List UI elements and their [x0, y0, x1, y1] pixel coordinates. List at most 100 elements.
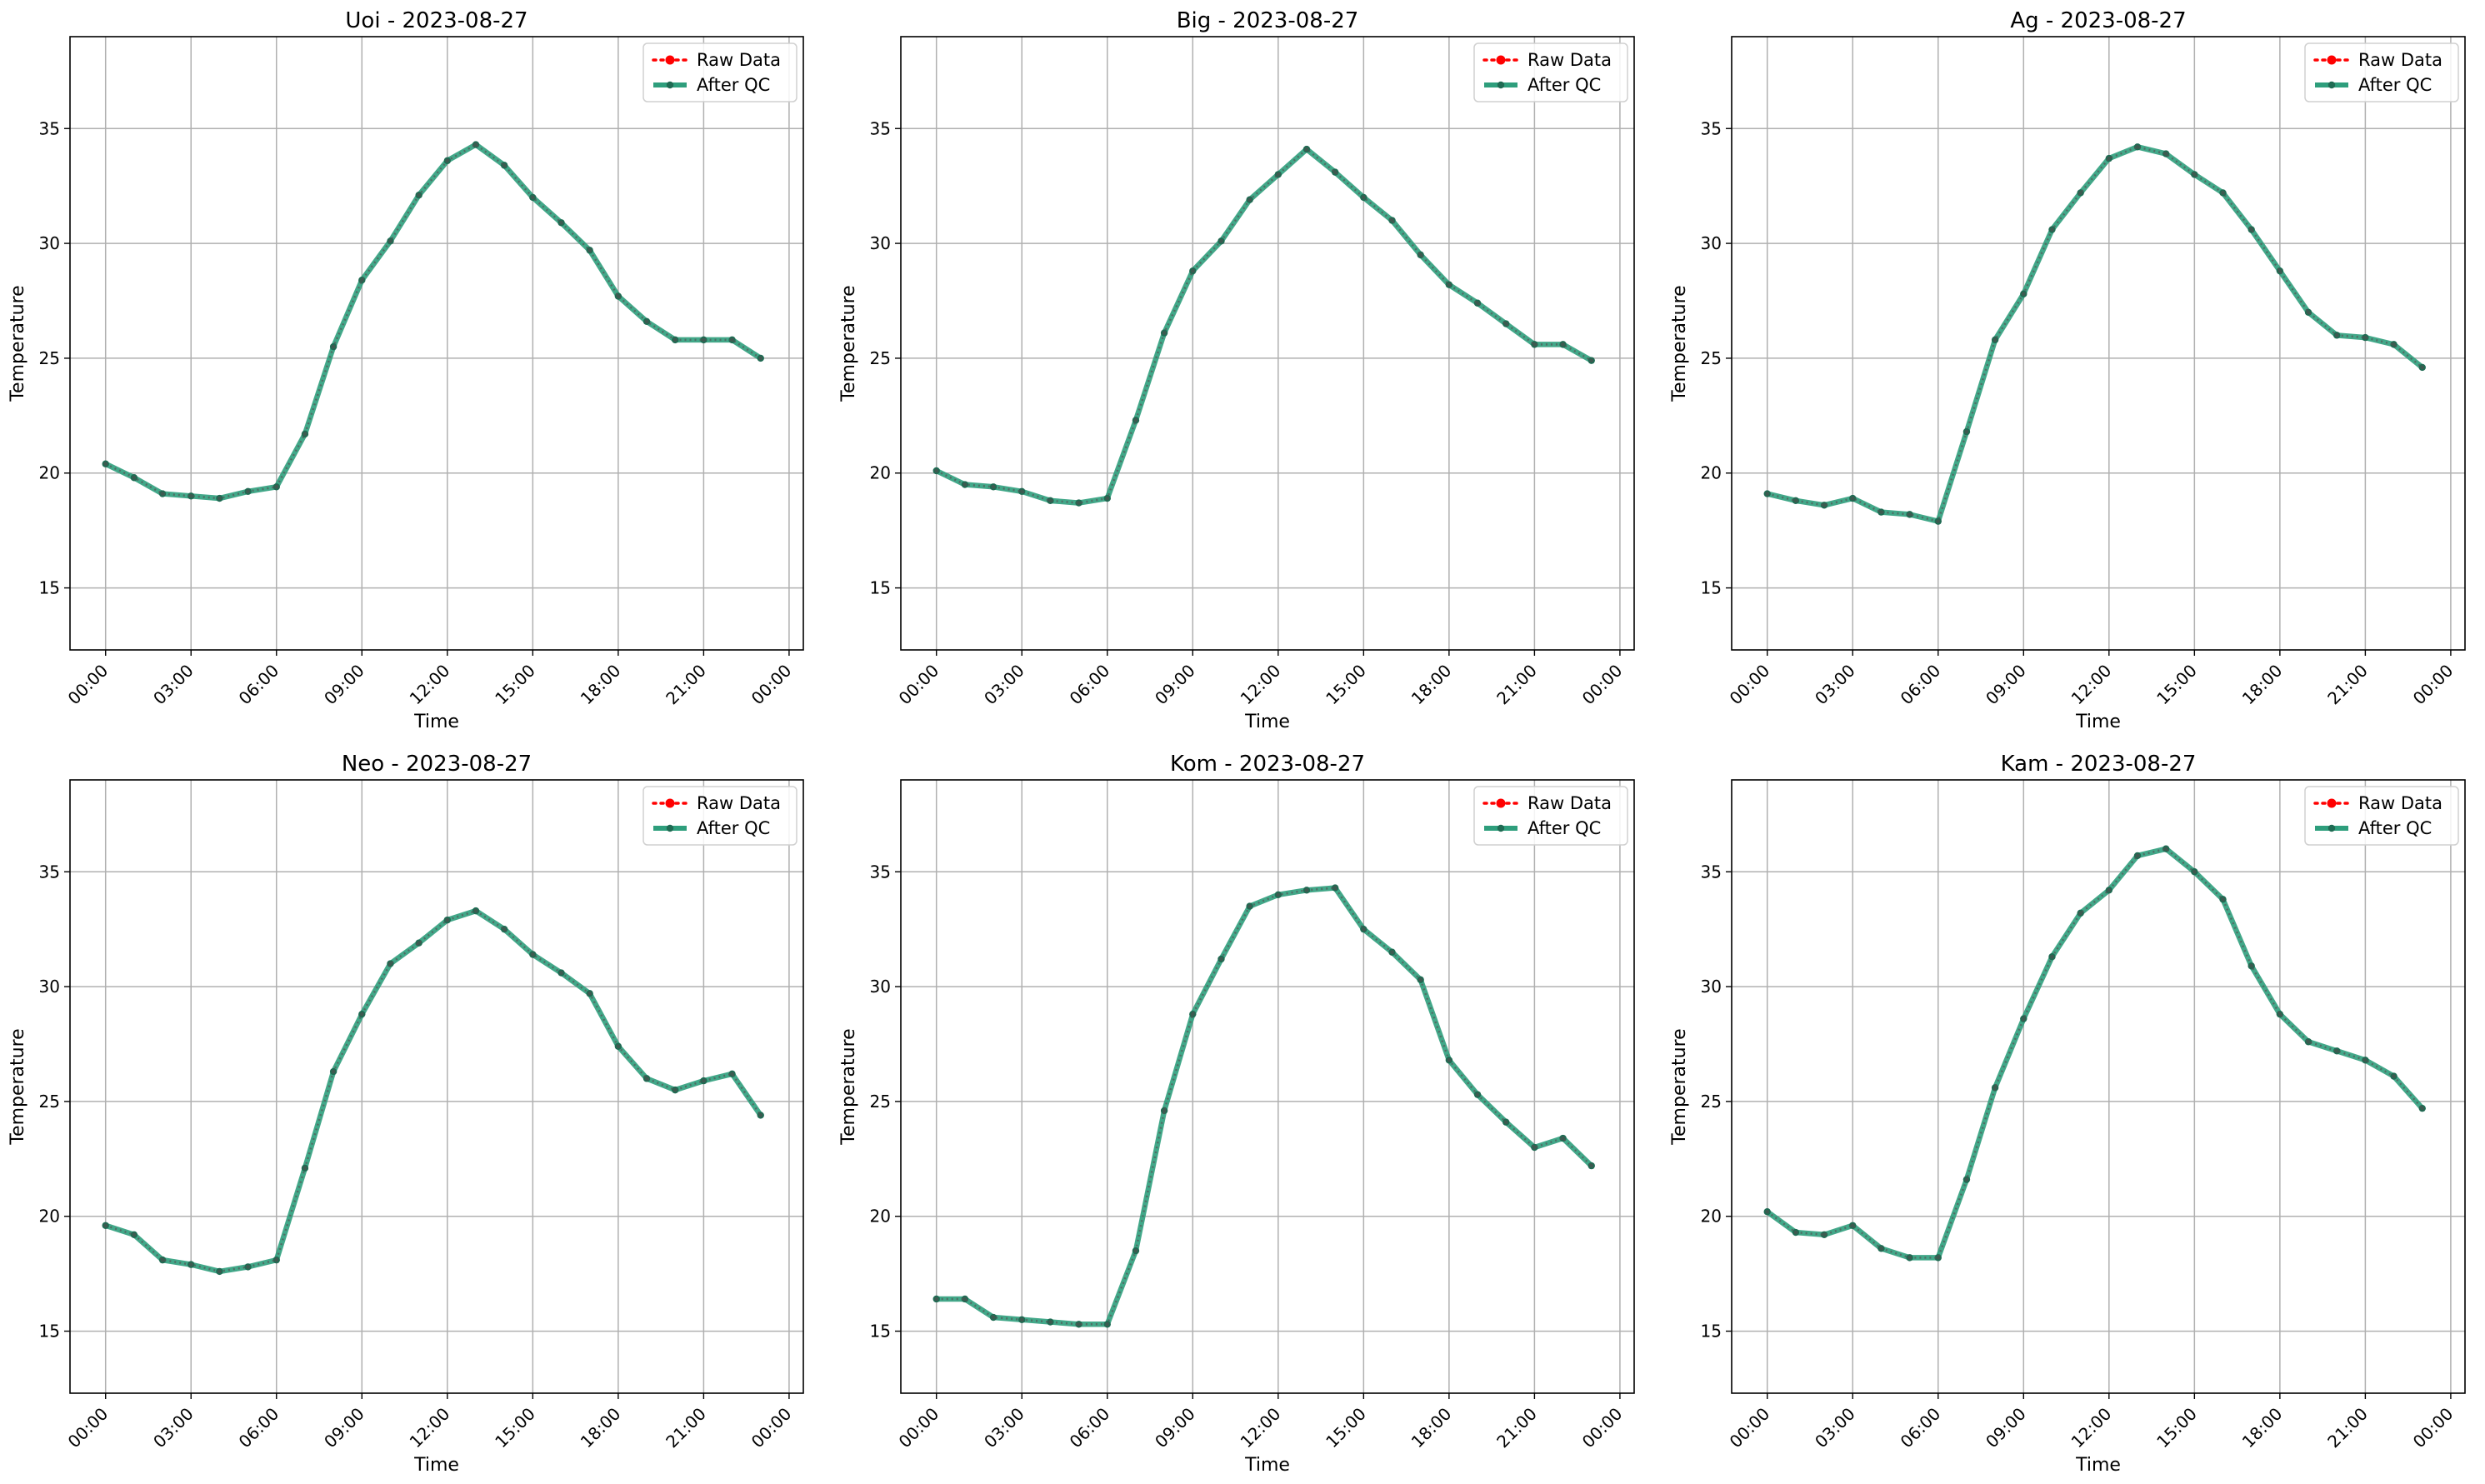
- y-axis-label: Temperature: [838, 1028, 859, 1145]
- point-raw-data: [1992, 1085, 1998, 1090]
- point-raw-data: [1190, 1012, 1195, 1017]
- x-tick-label: 00:00: [64, 661, 112, 709]
- x-tick-label: 09:00: [320, 1404, 368, 1452]
- point-raw-data: [445, 158, 450, 163]
- chart-panel-6: 00:00 03:00 06:00 09:00 12:00 15:00 18:00 21:00…: [1669, 752, 2466, 1476]
- x-tick-label: 00:00: [1578, 661, 1627, 709]
- point-raw-data: [502, 927, 507, 932]
- x-tick-label: 03:00: [980, 1404, 1028, 1452]
- x-axis-label: Time: [2075, 712, 2121, 732]
- point-raw-data: [388, 962, 392, 966]
- point-raw-data: [2334, 332, 2339, 337]
- x-tick-label: 18:00: [1408, 661, 1456, 709]
- x-tick-label: 06:00: [235, 661, 283, 709]
- point-raw-data: [530, 952, 535, 957]
- x-tick-label: 21:00: [2323, 661, 2372, 709]
- y-axis-label: Temperature: [8, 285, 28, 402]
- x-tick-label: 21:00: [1492, 661, 1541, 709]
- point-raw-data: [672, 337, 678, 342]
- x-tick-label: 00:00: [1726, 661, 1774, 709]
- x-tick-label: 03:00: [149, 1404, 198, 1452]
- series-line-after-qc: [933, 146, 1594, 506]
- point-raw-data: [1532, 342, 1537, 347]
- x-tick-label: 06:00: [1066, 661, 1114, 709]
- chart-title: Uoi - 2023-08-27: [345, 8, 528, 33]
- x-tick-label: 12:00: [2068, 661, 2116, 709]
- legend-qc-marker: [1497, 81, 1505, 89]
- point-raw-data: [758, 356, 763, 361]
- series-line-after-qc: [1764, 144, 2425, 524]
- point-raw-data: [962, 1297, 968, 1302]
- point-raw-data: [559, 220, 563, 225]
- point-raw-data: [1248, 197, 1252, 202]
- x-tick-label: 09:00: [320, 661, 368, 709]
- point-raw-data: [1908, 1255, 1912, 1260]
- chart-title: Neo - 2023-08-27: [342, 752, 532, 777]
- x-tick-label: 21:00: [1492, 1404, 1541, 1452]
- y-tick-label: 20: [1701, 1207, 1722, 1227]
- point-raw-data: [2278, 268, 2282, 273]
- y-tick-label: 35: [39, 118, 60, 138]
- point-raw-data: [2334, 1048, 2339, 1053]
- legend-raw-marker: [1496, 55, 1506, 65]
- axes-frame: [69, 36, 804, 651]
- x-tick-label: 06:00: [1066, 1404, 1114, 1452]
- x-tick-label: 12:00: [406, 661, 454, 709]
- point-raw-data: [1850, 496, 1855, 501]
- point-raw-data: [962, 482, 968, 487]
- point-raw-data: [1162, 331, 1167, 335]
- x-tick-label: 00:00: [895, 1404, 943, 1452]
- y-tick-label: 30: [1701, 977, 1722, 997]
- y-axis-label: Temperature: [1669, 1028, 1690, 1145]
- point-raw-data: [1077, 1322, 1081, 1327]
- point-raw-data: [2278, 1012, 2282, 1017]
- point-raw-data: [331, 344, 336, 349]
- legend: Raw Data After QC: [1473, 42, 1628, 102]
- point-raw-data: [1276, 172, 1281, 177]
- point-raw-data: [2078, 191, 2083, 195]
- point-raw-data: [1304, 147, 1309, 152]
- point-raw-data: [934, 468, 939, 473]
- y-tick-label: 15: [870, 1322, 891, 1342]
- point-raw-data: [2107, 887, 2112, 892]
- x-tick-label: 12:00: [1237, 661, 1285, 709]
- point-raw-data: [1992, 337, 1998, 342]
- x-axis-label: Time: [413, 712, 459, 732]
- x-tick-label: 09:00: [1151, 1404, 1199, 1452]
- point-raw-data: [2107, 156, 2112, 161]
- x-tick-label: 00:00: [64, 1404, 112, 1452]
- point-raw-data: [644, 1076, 649, 1081]
- point-raw-data: [2021, 1017, 2026, 1022]
- point-raw-data: [1019, 489, 1024, 494]
- point-raw-data: [218, 1269, 222, 1274]
- legend: Raw Data After QC: [642, 42, 798, 102]
- point-raw-data: [2192, 172, 2197, 177]
- y-tick-label: 35: [1701, 862, 1722, 882]
- point-raw-data: [1105, 1322, 1110, 1327]
- y-tick-label: 35: [870, 862, 891, 882]
- legend-raw-label: Raw Data: [2358, 50, 2442, 70]
- legend-raw-label: Raw Data: [697, 793, 781, 813]
- point-raw-data: [1879, 510, 1883, 515]
- x-tick-label: 12:00: [2068, 1404, 2116, 1452]
- point-raw-data: [246, 489, 250, 494]
- chart-panel-1: 00:00 03:00 06:00 09:00 12:00 15:00 18:00 21:00…: [8, 8, 804, 732]
- point-raw-data: [1908, 512, 1912, 517]
- legend-qc-label: After QC: [697, 75, 770, 95]
- legend-raw-marker: [2327, 55, 2337, 65]
- legend-qc-marker: [2328, 824, 2336, 832]
- legend-raw-label: Raw Data: [697, 50, 781, 70]
- point-raw-data: [246, 1264, 250, 1269]
- point-raw-data: [218, 496, 222, 501]
- x-tick-label: 15:00: [2152, 661, 2201, 709]
- y-tick-label: 30: [39, 977, 60, 997]
- point-raw-data: [730, 337, 734, 342]
- point-raw-data: [388, 238, 392, 243]
- point-raw-data: [1190, 268, 1195, 273]
- point-raw-data: [132, 1232, 137, 1237]
- chart-panel-4: 00:00 03:00 06:00 09:00 12:00 15:00 18:00 21:00…: [8, 752, 804, 1476]
- x-axis-label: Time: [1244, 1455, 1290, 1476]
- point-raw-data: [2050, 954, 2054, 959]
- chart-title: Kam - 2023-08-27: [2001, 752, 2197, 777]
- point-raw-data: [2163, 152, 2168, 156]
